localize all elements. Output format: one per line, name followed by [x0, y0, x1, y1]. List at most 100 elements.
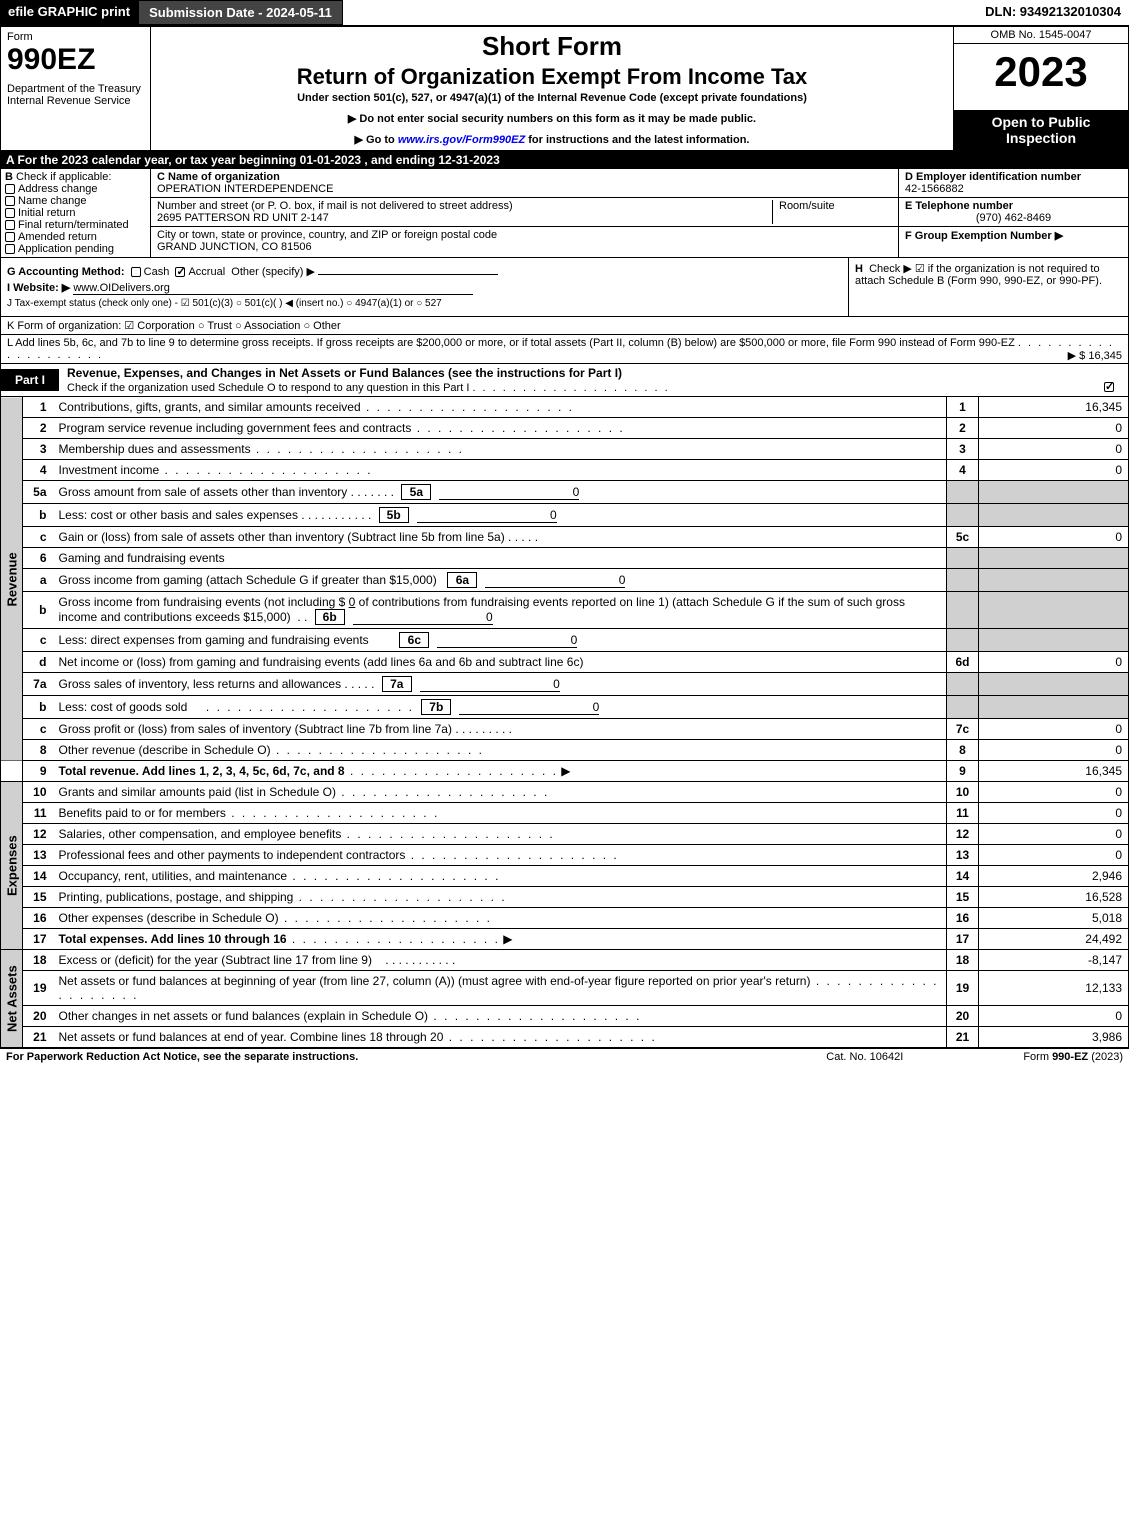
ln-5a-subamt: 0 [439, 485, 579, 500]
ln-21-desc: Net assets or fund balances at end of ye… [59, 1030, 444, 1044]
ln-1-desc: Contributions, gifts, grants, and simila… [59, 400, 361, 414]
chk-accrual[interactable] [175, 267, 185, 277]
ln-1-amt: 16,345 [979, 397, 1129, 418]
street-value: 2695 PATTERSON RD UNIT 2-147 [157, 212, 329, 224]
opt-address-change: Address change [18, 183, 98, 195]
ln-5c-box: 5c [947, 527, 979, 548]
top-bar: efile GRAPHIC print Submission Date - 20… [0, 0, 1129, 26]
j-tax-exempt: J Tax-exempt status (check only one) - ☑… [7, 298, 842, 309]
ln-3-desc: Membership dues and assessments [59, 442, 251, 456]
ln-6d-box: 6d [947, 652, 979, 673]
ln-14-no: 14 [23, 866, 53, 887]
ln-19-amt: 12,133 [979, 971, 1129, 1006]
ln-6b-subamt: 0 [353, 610, 493, 625]
header-left: Form 990EZ Department of the Treasury In… [1, 27, 151, 150]
ln-7a-no: 7a [23, 673, 53, 696]
ln-7c-amt: 0 [979, 719, 1129, 740]
chk-amended-return[interactable] [5, 232, 15, 242]
ln-6c-no: c [23, 629, 53, 652]
ln-6b-desc1: Gross income from fundraising events (no… [59, 595, 349, 609]
column-def: D Employer identification number 42-1566… [898, 169, 1128, 257]
ln-13-box: 13 [947, 845, 979, 866]
note-ssn: ▶ Do not enter social security numbers o… [159, 112, 945, 125]
ln-4-no: 4 [23, 460, 53, 481]
l-amount: ▶ $ 16,345 [1068, 349, 1122, 362]
opt-final-return: Final return/terminated [18, 219, 129, 231]
chk-name-change[interactable] [5, 196, 15, 206]
shaded [979, 696, 1129, 719]
ln-5a-sub: 5a [401, 484, 431, 500]
ln-20-box: 20 [947, 1006, 979, 1027]
shaded [979, 481, 1129, 504]
ln-3-amt: 0 [979, 439, 1129, 460]
header-right: OMB No. 1545-0047 2023 Open to Public In… [953, 27, 1128, 150]
ln-20-desc: Other changes in net assets or fund bala… [59, 1009, 429, 1023]
chk-initial-return[interactable] [5, 208, 15, 218]
ln-6d-no: d [23, 652, 53, 673]
ln-6c-sub: 6c [399, 632, 429, 648]
column-b: B Check if applicable: Address change Na… [1, 169, 151, 257]
g-label: G Accounting Method: [7, 266, 125, 278]
shaded [947, 696, 979, 719]
ln-3-box: 3 [947, 439, 979, 460]
ln-7c-box: 7c [947, 719, 979, 740]
page-footer: For Paperwork Reduction Act Notice, see … [0, 1048, 1129, 1065]
ln-7a-sub: 7a [382, 676, 412, 692]
row-k: K Form of organization: ☑ Corporation ○ … [0, 317, 1129, 335]
tax-year: 2023 [954, 44, 1128, 96]
ln-6a-desc: Gross income from gaming (attach Schedul… [59, 573, 437, 587]
dln-label: DLN: 93492132010304 [977, 0, 1129, 25]
ln-16-no: 16 [23, 908, 53, 929]
ln-12-box: 12 [947, 824, 979, 845]
header-center: Short Form Return of Organization Exempt… [151, 27, 953, 150]
dots [472, 382, 669, 394]
part1-table: Revenue 1 Contributions, gifts, grants, … [0, 397, 1129, 1048]
ln-4-desc: Investment income [59, 463, 160, 477]
ln-6a-sub: 6a [447, 572, 477, 588]
ln-5b-no: b [23, 504, 53, 527]
efile-print-label[interactable]: efile GRAPHIC print [0, 0, 138, 25]
f-group-label: F Group Exemption Number ▶ [905, 230, 1063, 242]
footer-center: Cat. No. 10642I [826, 1051, 903, 1063]
ln-5c-desc: Gain or (loss) from sale of assets other… [59, 530, 505, 544]
ln-10-no: 10 [23, 782, 53, 803]
ln-6b-no: b [23, 592, 53, 629]
chk-cash[interactable] [131, 267, 141, 277]
opt-application-pending: Application pending [18, 243, 114, 255]
ln-13-amt: 0 [979, 845, 1129, 866]
i-website-label: I Website: ▶ [7, 282, 70, 294]
ln-5a-desc: Gross amount from sale of assets other t… [59, 485, 348, 499]
irs-link[interactable]: www.irs.gov/Form990EZ [398, 134, 525, 146]
ln-5b-desc: Less: cost or other basis and sales expe… [59, 508, 298, 522]
e-phone-label: E Telephone number [905, 200, 1013, 212]
ln-13-desc: Professional fees and other payments to … [59, 848, 406, 862]
ln-6-desc: Gaming and fundraising events [59, 551, 225, 565]
chk-application-pending[interactable] [5, 244, 15, 254]
l-text: L Add lines 5b, 6c, and 7b to line 9 to … [7, 337, 1015, 349]
part1-sub: Check if the organization used Schedule … [67, 382, 469, 394]
ln-13-no: 13 [23, 845, 53, 866]
footer-left: For Paperwork Reduction Act Notice, see … [6, 1051, 826, 1063]
org-name: OPERATION INTERDEPENDENCE [157, 183, 333, 195]
ln-18-amt: -8,147 [979, 950, 1129, 971]
c-name-label: C Name of organization [157, 171, 280, 183]
side-expenses: Expenses [1, 782, 23, 950]
opt-accrual: Accrual [188, 266, 225, 278]
ln-14-amt: 2,946 [979, 866, 1129, 887]
ln-3-no: 3 [23, 439, 53, 460]
ln-20-no: 20 [23, 1006, 53, 1027]
shaded [979, 629, 1129, 652]
ln-14-box: 14 [947, 866, 979, 887]
form-header: Form 990EZ Department of the Treasury In… [0, 26, 1129, 151]
ein-value: 42-1566882 [905, 183, 964, 195]
opt-name-change: Name change [18, 195, 87, 207]
city-label: City or town, state or province, country… [157, 229, 497, 241]
chk-address-change[interactable] [5, 184, 15, 194]
ln-12-no: 12 [23, 824, 53, 845]
chk-final-return[interactable] [5, 220, 15, 230]
ln-6b-sub: 6b [315, 609, 345, 625]
website-value[interactable]: www.OIDelivers.org [73, 282, 473, 295]
ln-6d-desc: Net income or (loss) from gaming and fun… [59, 655, 584, 669]
chk-schedule-o[interactable] [1104, 382, 1114, 392]
column-c: C Name of organization OPERATION INTERDE… [151, 169, 898, 257]
